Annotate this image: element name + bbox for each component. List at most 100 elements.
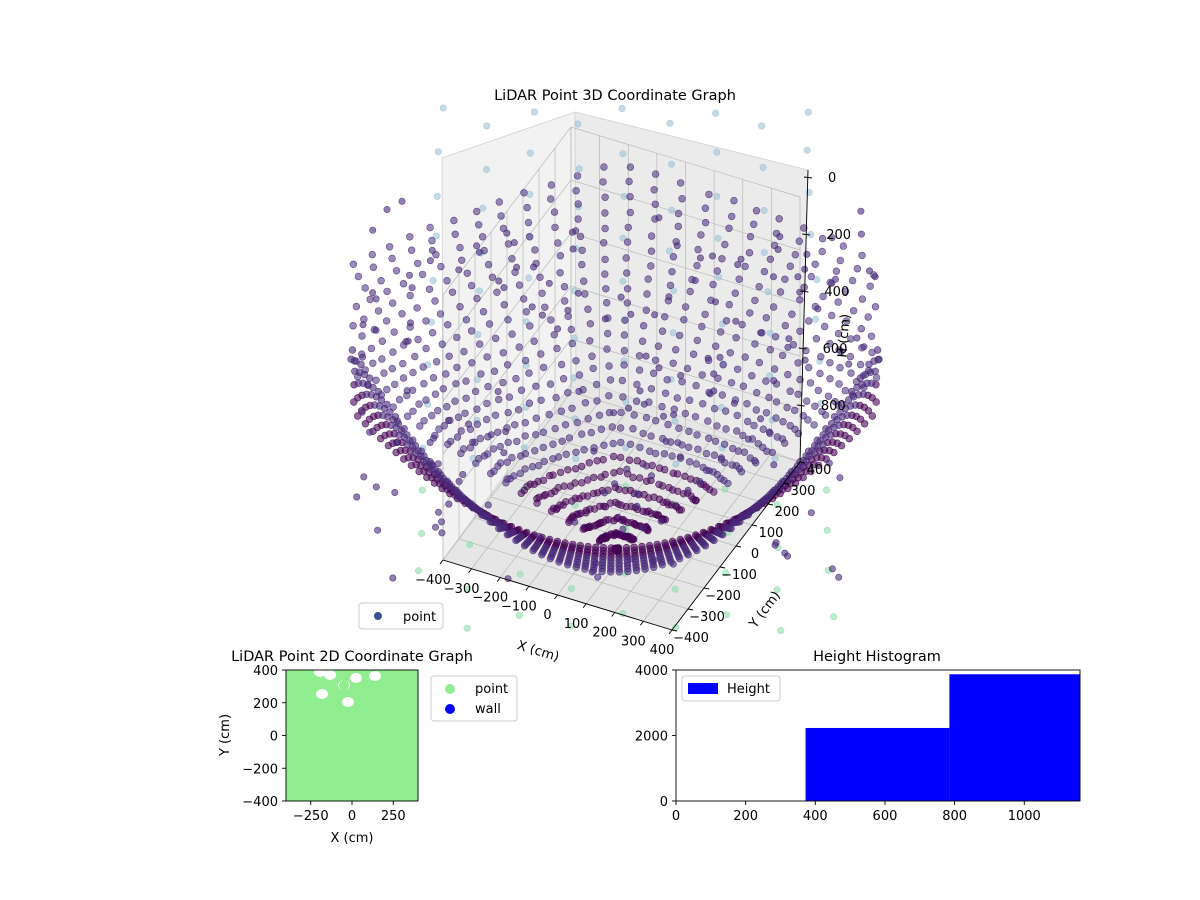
point-3d [504,240,513,248]
x-tick-label-2d: 250 [381,809,406,824]
point-3d [400,425,408,433]
point-3d [557,360,566,369]
point-3d [620,331,629,339]
point-3d [721,459,729,467]
y-tick-label-3d: −100 [721,568,757,583]
point-3d [558,437,566,445]
x-tick-mark-3d [468,568,472,574]
point-3d [483,399,491,408]
point-3d [352,302,361,311]
point-3d [451,397,459,405]
y-tick-mark-3d [751,524,758,527]
point-3d [790,406,799,415]
y-tick-label-3d: 0 [751,547,759,562]
point-3d [814,386,822,395]
point-3d [570,374,578,382]
point-3d [399,359,407,368]
point-3d [489,445,498,453]
point-3d [730,196,738,205]
point-3d [532,431,540,439]
point-3d [403,431,411,439]
point-3d [698,371,706,379]
point-3d [655,214,663,222]
y-tick-label-2d: 200 [253,697,278,712]
point-3d [871,273,879,281]
xlabel-2d: X (cm) [331,831,374,846]
point-3d [564,312,572,320]
point-3d [627,555,635,563]
point-3d [553,344,561,353]
point-3d [611,480,619,488]
point-3d [737,468,746,476]
point-3d [598,567,606,576]
point-3d [674,439,682,447]
point-3d [594,573,602,581]
point-3d [554,453,563,461]
point-3d [685,396,694,404]
point-3d [465,420,473,428]
point-3d [385,243,394,251]
panel-2d: LiDAR Point 2D Coordinate Graph −250 0 250… [218,649,518,846]
legend-2d: point wall [430,675,518,722]
point-3d [817,353,825,361]
point-3d [508,330,516,338]
point-3d [639,322,648,330]
point-3d [530,337,538,345]
point-3d [807,272,815,281]
point-3d [468,359,476,367]
point-3d [775,215,783,223]
point-3d [651,449,660,458]
point-3d [709,280,717,289]
point-3d [515,343,523,351]
point-3d [718,391,726,399]
point-3d [624,567,632,576]
point-3d [505,393,514,401]
point-3d [796,375,804,384]
point-3d [759,425,767,433]
point-3d [795,237,803,245]
point-3d [803,146,811,154]
point-3d [369,359,377,367]
point-3d [601,255,609,264]
point-3d [601,270,609,278]
point-3d [574,215,582,223]
histogram-bar-2 [949,674,1080,801]
point-3d [562,450,570,458]
point-3d [610,409,618,417]
point-3d [473,242,481,250]
point-3d [817,399,825,407]
gap-2d [342,697,354,707]
point-3d [620,361,628,369]
point-3d [801,265,809,273]
z-tick-label-3d: 800 [821,399,846,414]
y-tick-label-3d: −300 [689,610,725,625]
point-3d [788,310,796,318]
point-3d [644,275,652,283]
x-tick-mark-3d [668,629,673,635]
point-3d [633,457,641,465]
point-3d [641,565,649,573]
point-3d [766,329,774,337]
point-3d [520,541,529,550]
point-3d [378,355,386,363]
point-3d [822,425,830,433]
point-3d [639,429,647,438]
point-3d [496,442,504,451]
point-3d [433,192,441,200]
point-3d [727,379,736,387]
point-3d [842,317,851,325]
point-3d [696,254,704,262]
point-3d [670,287,678,295]
point-3d [835,346,843,354]
legend-swatch-point-2d [445,684,455,694]
point-3d [443,403,451,411]
point-3d [576,232,585,241]
z-tick-label-3d: 200 [826,228,851,243]
point-3d [619,150,627,158]
point-3d [510,239,518,247]
point-3d [460,347,468,356]
point-3d [440,422,448,430]
gap-2d [314,667,326,677]
point-3d [484,260,493,269]
